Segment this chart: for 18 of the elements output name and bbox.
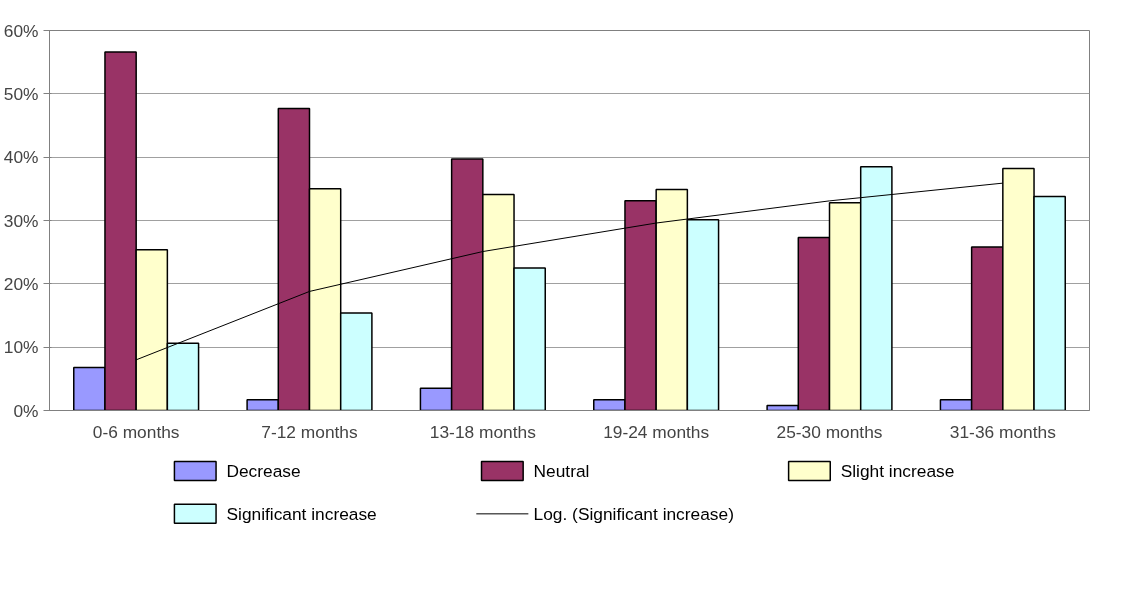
- x-tick-label: 19-24 months: [603, 421, 710, 442]
- legend-label: Decrease: [226, 461, 301, 482]
- y-tick-label: 0%: [13, 400, 39, 421]
- legend-label: Significant increase: [226, 503, 377, 524]
- x-tick-label: 13-18 months: [429, 421, 537, 442]
- x-tick-label: 31-36 months: [949, 421, 1057, 442]
- x-tick-label: 25-30 months: [776, 421, 883, 442]
- legend-label: Slight increase: [840, 461, 955, 482]
- y-tick-label: 20%: [3, 273, 39, 294]
- y-tick-label: 60%: [3, 20, 39, 41]
- x-tick-label: 7-12 months: [261, 421, 358, 442]
- y-tick-label: 50%: [3, 83, 39, 104]
- legend-label: Neutral: [533, 461, 590, 482]
- y-tick-label: 40%: [3, 147, 39, 168]
- y-tick-label: 10%: [3, 337, 39, 358]
- legend-label: Log. (Significant increase): [533, 503, 734, 524]
- x-tick-label: 0-6 months: [92, 421, 180, 442]
- y-tick-label: 30%: [3, 210, 39, 231]
